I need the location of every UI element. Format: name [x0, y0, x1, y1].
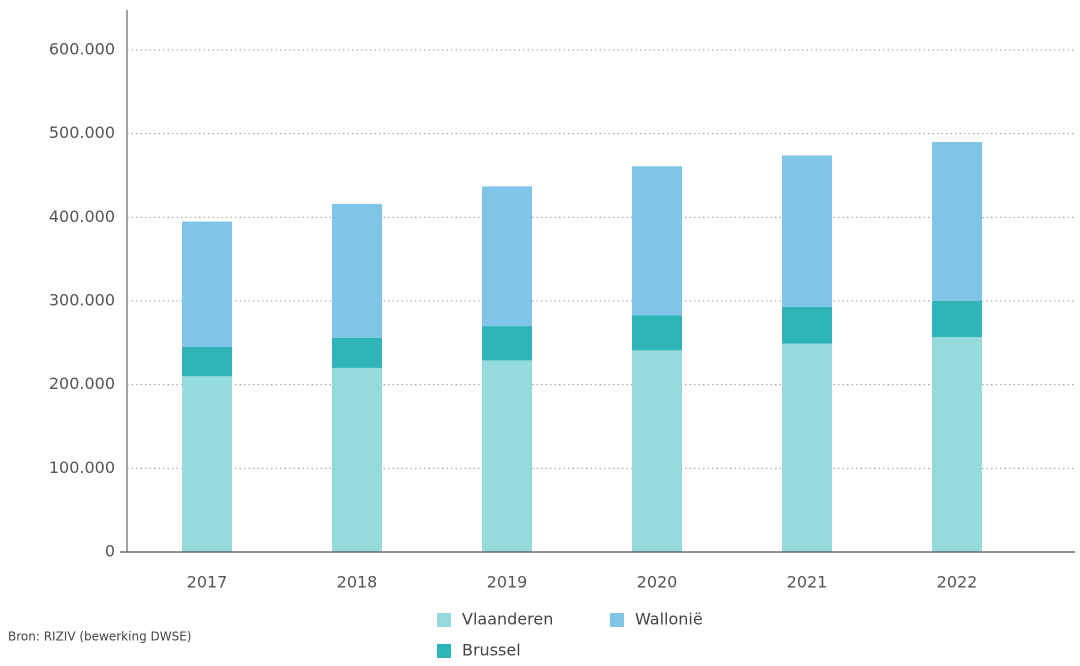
bar-segment [782, 155, 832, 307]
legend-swatch [610, 613, 624, 627]
bar-segment [932, 336, 982, 552]
y-tick-label: 600.000 [49, 40, 115, 59]
bar-segment [782, 343, 832, 552]
bar-segment [182, 347, 232, 377]
bar-segment [332, 337, 382, 368]
bar-segment [482, 360, 532, 552]
legend-swatch [437, 613, 451, 627]
y-tick-label: 200.000 [49, 374, 115, 393]
bar-segment [632, 350, 682, 552]
x-tick-label: 2019 [487, 573, 528, 592]
bar-segment [632, 166, 682, 316]
y-tick-label: 300.000 [49, 291, 115, 310]
x-tick-label: 2020 [637, 573, 678, 592]
x-tick-label: 2022 [937, 573, 978, 592]
y-tick-label: 400.000 [49, 207, 115, 226]
legend-label: Vlaanderen [462, 610, 553, 629]
bar-segment [482, 326, 532, 361]
bar-segment [782, 306, 832, 344]
x-tick-label: 2021 [787, 573, 828, 592]
legend-swatch [437, 644, 451, 658]
y-tick-label: 0 [105, 542, 115, 561]
x-tick-label: 2017 [187, 573, 228, 592]
bar-segment [932, 142, 982, 301]
source-note: Bron: RIZIV (bewerking DWSE) [8, 630, 192, 644]
bar-segment [332, 203, 382, 338]
x-tick-label: 2018 [337, 573, 378, 592]
bar-segment [332, 367, 382, 552]
bar-segment [632, 315, 682, 351]
y-tick-label: 500.000 [49, 123, 115, 142]
bar-segment [932, 301, 982, 337]
bar-segment [182, 376, 232, 552]
legend-label: Wallonië [635, 610, 703, 629]
y-tick-label: 100.000 [49, 458, 115, 477]
legend-label: Brussel [462, 641, 521, 660]
bar-segment [182, 221, 232, 348]
bar-segment [482, 186, 532, 327]
